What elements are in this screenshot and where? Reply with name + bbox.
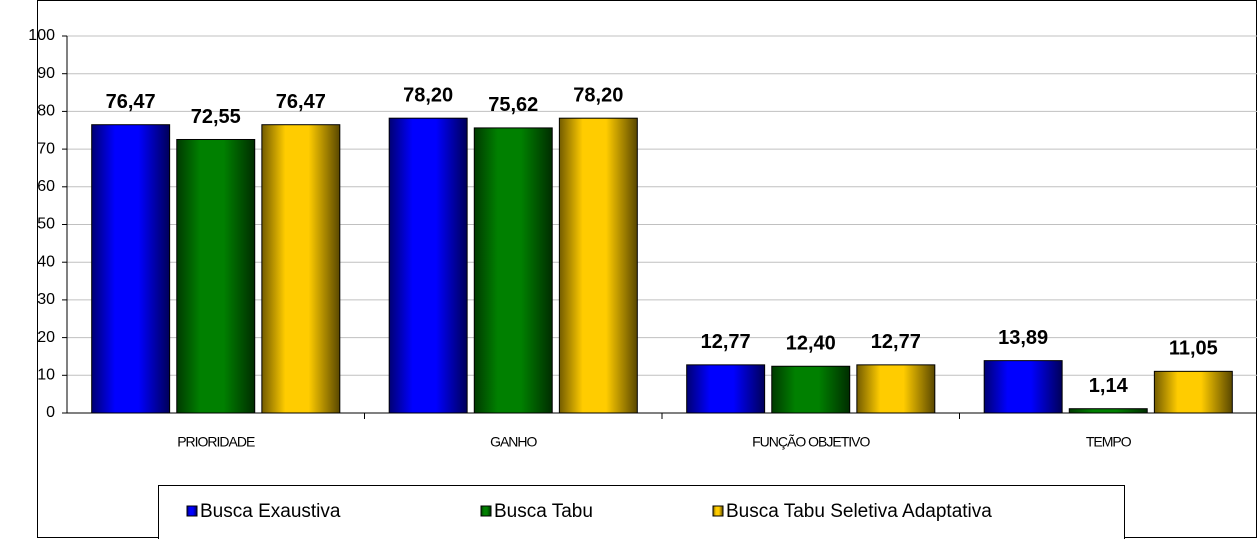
- legend-box: [158, 485, 1125, 539]
- value-label: 76,47: [106, 91, 156, 113]
- y-tick-label: 40: [37, 253, 55, 270]
- x-tick-label: GANHO: [490, 434, 537, 450]
- bar: [388, 117, 468, 414]
- value-label: 12,77: [871, 331, 921, 353]
- value-label: 11,05: [1169, 338, 1218, 360]
- value-label: 76,47: [276, 91, 326, 113]
- x-tick-label: TEMPO: [1086, 434, 1132, 450]
- y-tick-label: 100: [28, 27, 55, 44]
- bar: [261, 124, 341, 414]
- y-tick-label: 60: [37, 178, 55, 195]
- bar: [856, 364, 936, 414]
- bar: [983, 360, 1063, 414]
- value-label: 12,40: [786, 333, 836, 355]
- bar: [473, 127, 553, 414]
- value-label: 75,62: [488, 94, 538, 116]
- value-label: 78,20: [573, 84, 623, 106]
- bar: [771, 365, 851, 414]
- bar: [91, 124, 171, 414]
- y-tick-label: 0: [46, 404, 55, 421]
- value-label: 78,20: [403, 84, 453, 106]
- x-tick-label: PRIORIDADE: [177, 434, 255, 450]
- bar: [1153, 370, 1233, 414]
- legend-marker: [712, 505, 724, 517]
- value-label: 72,55: [191, 106, 241, 128]
- y-tick-label: 10: [37, 367, 55, 384]
- value-label: 1,14: [1089, 375, 1129, 397]
- y-tick-label: 50: [37, 216, 55, 233]
- value-label: 13,89: [998, 327, 1048, 349]
- value-label: 12,77: [701, 331, 751, 353]
- y-tick-label: 70: [37, 140, 55, 157]
- legend-label: Busca Tabu Seletiva Adaptativa: [726, 501, 992, 522]
- legend-marker: [186, 505, 198, 517]
- bar: [176, 138, 256, 414]
- bar: [1068, 408, 1148, 414]
- y-tick-label: 20: [37, 329, 55, 346]
- y-tick-label: 90: [37, 65, 55, 82]
- bar: [558, 117, 638, 414]
- bar: [686, 364, 766, 414]
- legend-label: Busca Tabu: [494, 501, 593, 522]
- y-tick-label: 80: [37, 103, 55, 120]
- legend-label: Busca Exaustiva: [200, 501, 341, 522]
- y-tick-label: 30: [37, 291, 55, 308]
- legend-marker: [480, 505, 492, 517]
- x-tick-label: FUNÇÃO OBJETIVO: [752, 434, 870, 450]
